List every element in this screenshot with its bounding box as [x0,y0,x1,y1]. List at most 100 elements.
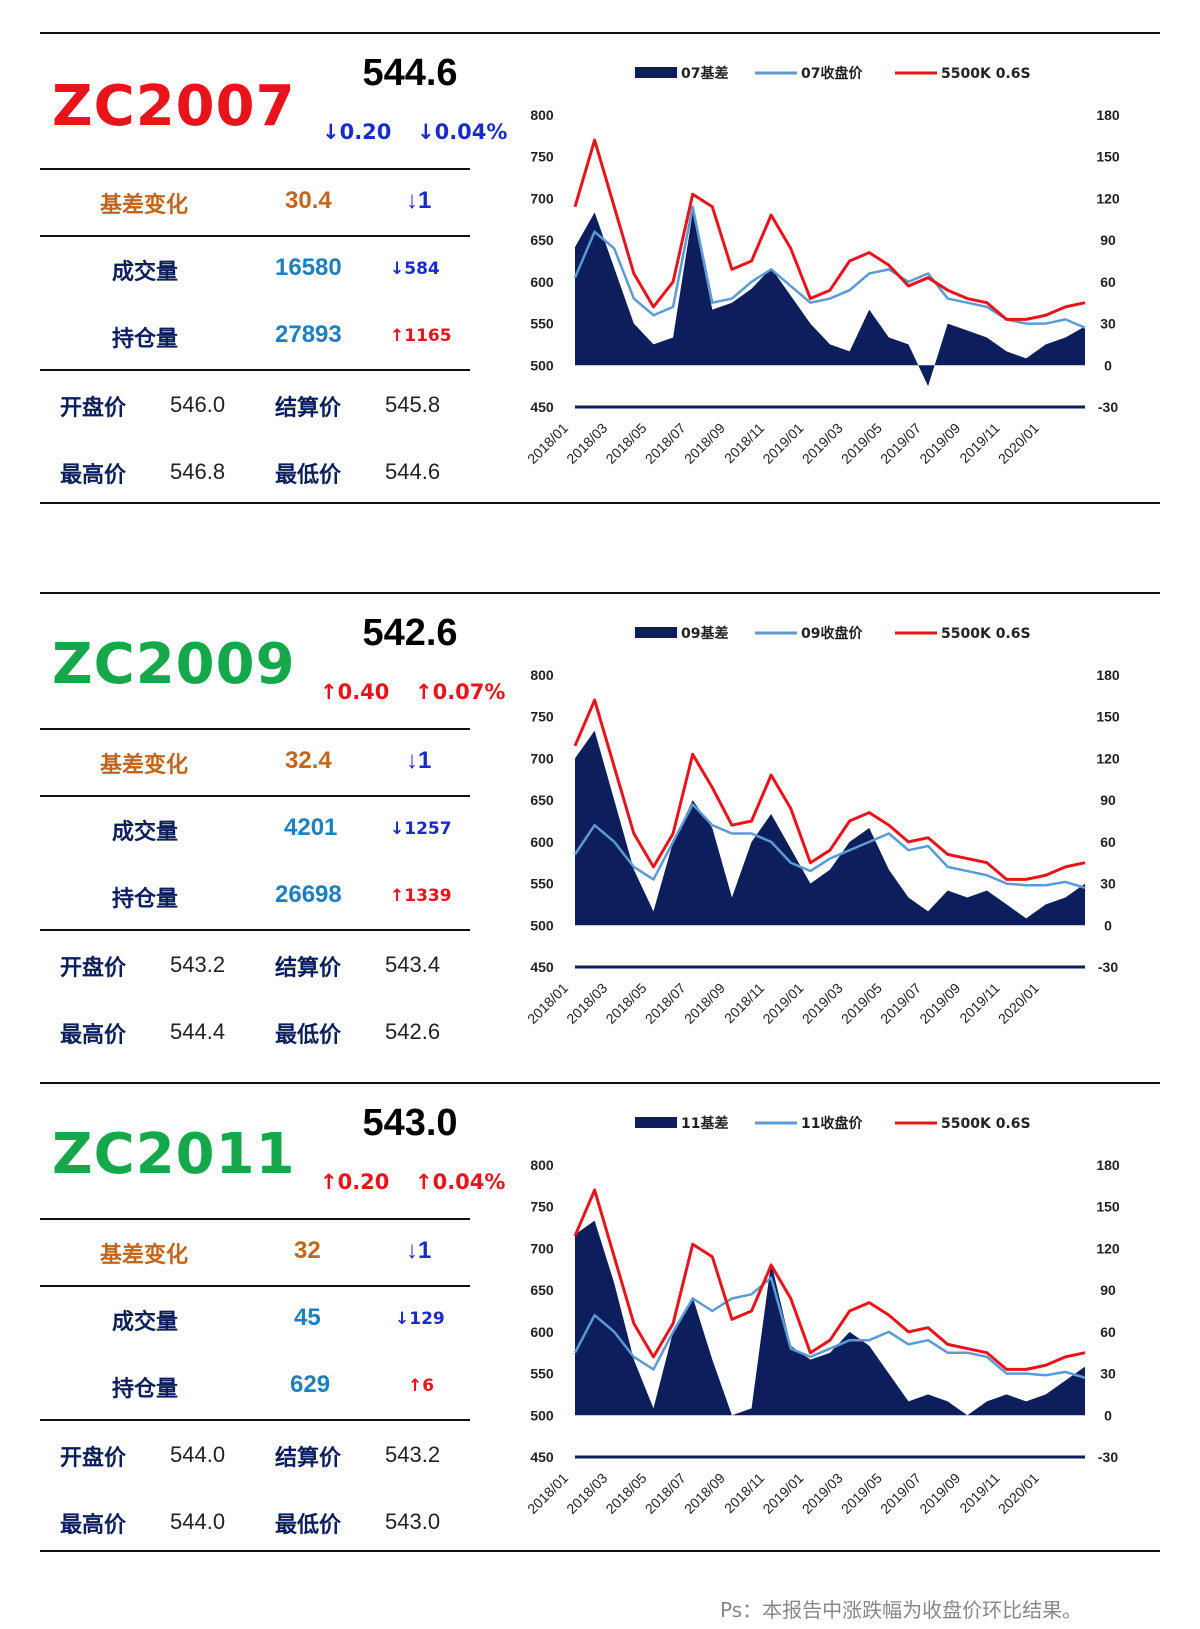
open-price-label: 开盘价 [60,956,127,981]
divider [40,168,470,170]
divider [40,795,470,797]
open-price-value: 543.2 [170,952,226,977]
x-tick-label: 2018/09 [681,980,728,1027]
y-right-tick-label: 150 [1096,709,1120,725]
settle-price-label: 结算价 [275,396,342,421]
x-tick-label: 2019/01 [759,420,806,467]
series-line-5500k [573,138,1086,321]
y-right-tick-label: 60 [1100,274,1116,290]
divider [40,235,470,237]
open-price-value: 544.0 [170,1442,226,1467]
basis-change: ↓1 [406,747,432,774]
legend-label: 5500K 0.6S [941,626,1031,642]
low-price-value: 542.6 [385,1019,441,1044]
legend-label: 09基差 [681,625,728,642]
x-tick-label: 2019/11 [956,420,1003,467]
high-price-label: 最高价 [60,1023,127,1048]
x-tick-label: 2018/09 [681,420,728,467]
open-interest-change: ↑1339 [390,886,452,906]
y-right-tick-label: 180 [1096,1157,1120,1173]
basis-value: 32 [294,1237,321,1264]
contract-code: ZC2011 [52,1122,296,1187]
panel-top-rule [40,1082,1160,1084]
low-price-label: 最低价 [275,1023,342,1048]
basis-price-chart: 07基差 07收盘价 5500K 0.6S800750700650600550500… [524,65,1120,467]
y-right-tick-label: 150 [1096,1199,1120,1215]
divider [40,1218,470,1220]
y-right-tick-label: 30 [1100,316,1116,332]
y-left-tick-label: 750 [530,149,554,165]
panel-bottom-rule [40,502,1160,504]
legend-label: 07收盘价 [801,65,863,82]
x-tick-label: 2019/03 [799,1470,846,1517]
basis-area [575,730,1085,926]
y-left-tick-label: 800 [530,107,554,123]
y-right-tick-label: 30 [1100,1366,1116,1382]
y-right-tick-label: 0 [1104,357,1112,373]
last-price: 544.6 [362,52,458,94]
volume-change: ↓584 [390,259,440,279]
x-tick-label: 2018/11 [721,1470,768,1517]
contract-code: ZC2007 [52,74,296,139]
series-line-close [573,205,1086,329]
y-left-tick-label: 600 [530,1324,554,1340]
x-tick-label: 2018/01 [524,980,571,1027]
high-price-value: 546.8 [170,459,226,484]
basis-change: ↓1 [406,187,432,214]
y-right-tick-label: 30 [1100,876,1116,892]
legend-label: 11基差 [681,1115,728,1132]
panel-top-rule [40,32,1160,34]
panel-zc2011: ZC2011 543.0 ↑0.20 ↑0.04% 基差变化 32 ↓1 成交量… [40,1082,1160,1562]
series-line-close [573,1276,1086,1379]
basis-area [575,1220,1085,1416]
y-left-tick-label: 800 [530,1157,554,1173]
x-tick-label: 2018/03 [563,420,610,467]
price-change-percent: ↑0.07% [415,680,506,704]
y-left-tick-label: 650 [530,232,554,248]
y-left-tick-label: 500 [530,917,554,933]
legend-label: 07基差 [681,65,728,82]
volume-value: 4201 [284,814,338,841]
open-interest-change: ↑6 [408,1376,435,1396]
x-tick-label: 2018/05 [602,1470,649,1517]
y-left-tick-label: 700 [530,1240,554,1256]
x-tick-label: 2018/07 [642,1470,689,1517]
open-price-label: 开盘价 [60,396,127,421]
y-left-tick-label: 600 [530,274,554,290]
legend-swatch-basis [635,67,677,78]
basis-price-chart: 11基差 11收盘价 5500K 0.6S800750700650600550500… [524,1115,1120,1517]
x-tick-label: 2018/09 [681,1470,728,1517]
y-right-tick-label: 0 [1104,917,1112,933]
open-price-label: 开盘价 [60,1446,127,1471]
settle-price-label: 结算价 [275,956,342,981]
y-left-tick-label: 500 [530,357,554,373]
x-tick-label: 2019/07 [877,980,924,1027]
x-tick-label: 2019/05 [838,420,885,467]
y-right-tick-label: 150 [1096,149,1120,165]
x-tick-label: 2019/03 [799,420,846,467]
open-interest-value: 27893 [275,321,342,348]
basis-price-chart: 09基差 09收盘价 5500K 0.6S800750700650600550500… [524,625,1120,1027]
y-left-tick-label: 650 [530,792,554,808]
legend-label: 5500K 0.6S [941,1116,1031,1132]
y-left-tick-label: 450 [530,1449,554,1465]
open-interest-value: 26698 [275,881,342,908]
open-interest-value: 629 [290,1371,331,1398]
volume-value: 16580 [275,254,342,281]
open-interest-label: 持仓量 [112,327,179,352]
x-tick-label: 2018/05 [602,980,649,1027]
y-right-tick-label: -30 [1098,1449,1118,1465]
volume-change: ↓1257 [390,819,452,839]
y-right-tick-label: 90 [1100,792,1116,808]
y-left-tick-label: 550 [530,316,554,332]
y-right-tick-label: 60 [1100,834,1116,850]
x-tick-label: 2020/01 [995,1470,1042,1517]
divider [40,929,470,931]
divider [40,369,470,371]
x-tick-label: 2019/05 [838,1470,885,1517]
settle-price-value: 545.8 [385,392,441,417]
legend-label: 5500K 0.6S [941,66,1031,82]
low-price-value: 544.6 [385,459,441,484]
legend-label: 11收盘价 [801,1115,863,1132]
panel-bottom-rule [40,1550,1160,1552]
